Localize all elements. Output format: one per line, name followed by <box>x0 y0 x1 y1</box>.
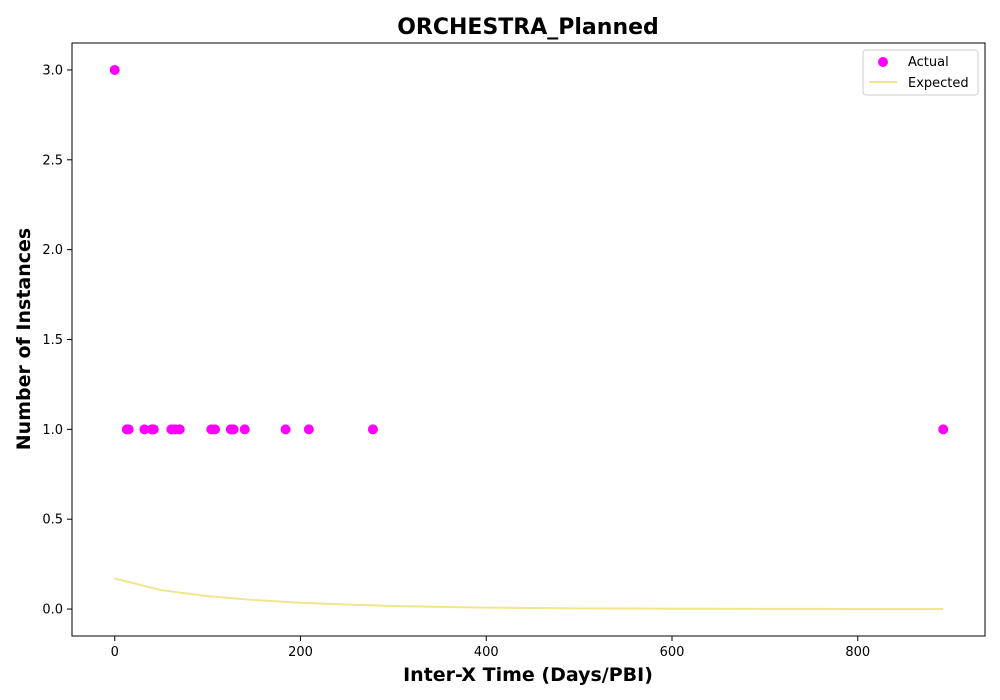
actual-data-point <box>174 424 185 435</box>
y-tick-label: 2.0 <box>42 243 63 258</box>
x-tick-label: 200 <box>288 645 313 660</box>
actual-data-point <box>148 424 159 435</box>
legend-actual-label: Actual <box>908 55 949 70</box>
y-tick-label: 1.0 <box>42 423 63 438</box>
plot-area: 0 200 400 600 800 0.0 0.5 1.0 1.5 2.0 2.5 3.0 <box>42 42 986 660</box>
legend: Actual Expected <box>862 49 979 96</box>
expected-series-line <box>114 577 944 611</box>
actual-data-point <box>367 424 378 435</box>
y-axis-label: Number of Instances <box>13 228 35 450</box>
actual-data-point <box>139 424 150 435</box>
actual-data-point <box>938 424 949 435</box>
actual-data-point <box>109 64 120 75</box>
actual-series-points <box>109 64 949 435</box>
actual-data-point <box>239 424 250 435</box>
x-axis-ticks: 0 200 400 600 800 <box>111 636 870 660</box>
actual-data-point <box>303 424 314 435</box>
legend-expected-label: Expected <box>908 76 969 91</box>
y-tick-label: 0.5 <box>42 513 63 528</box>
x-tick-label: 0 <box>111 645 119 660</box>
legend-box <box>862 49 979 96</box>
actual-data-point <box>228 424 239 435</box>
y-tick-label: 2.5 <box>42 153 63 168</box>
x-tick-label: 600 <box>660 645 685 660</box>
x-tick-label: 800 <box>845 645 870 660</box>
x-tick-label: 400 <box>474 645 499 660</box>
y-tick-label: 1.5 <box>42 333 63 348</box>
actual-data-point <box>210 424 221 435</box>
legend-actual-marker <box>878 57 888 67</box>
y-axis-ticks: 0.0 0.5 1.0 1.5 2.0 2.5 3.0 <box>42 63 72 618</box>
y-tick-label: 3.0 <box>42 63 63 78</box>
x-axis-label: Inter-X Time (Days/PBI) <box>403 664 653 686</box>
actual-data-point <box>280 424 291 435</box>
actual-data-point <box>123 424 134 435</box>
y-tick-label: 0.0 <box>42 603 63 618</box>
plot-frame <box>71 42 986 637</box>
chart-title: ORCHESTRA_Planned <box>397 15 659 40</box>
